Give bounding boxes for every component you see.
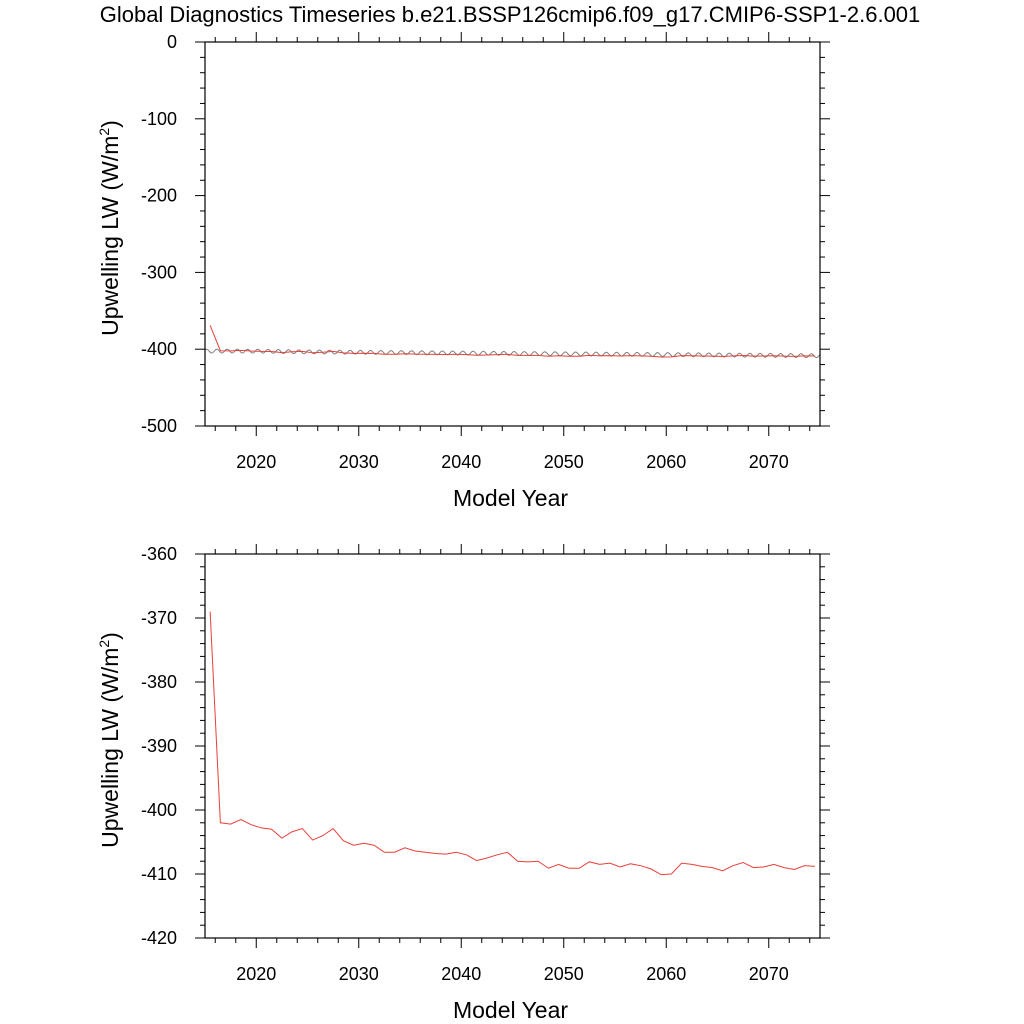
y-tick-label: -410: [141, 864, 177, 884]
y-tick-label: -360: [141, 544, 177, 564]
x-tick-label: 2060: [646, 452, 686, 472]
x-axis-title: Model Year: [453, 485, 568, 511]
x-tick-label: 2050: [544, 452, 584, 472]
x-tick-label: 2030: [339, 964, 379, 984]
plot-frame: [204, 553, 821, 939]
x-tick-label: 2070: [749, 452, 789, 472]
plot-frame: [204, 41, 821, 427]
x-tick-label: 2060: [646, 964, 686, 984]
monthly-series-line-panel-0: [205, 348, 820, 359]
x-tick-label: 2030: [339, 452, 379, 472]
figure-title: Global Diagnostics Timeseries b.e21.BSSP…: [100, 2, 921, 27]
x-tick-label: 2040: [441, 964, 481, 984]
annual-series-line-panel-1: [209, 611, 815, 876]
y-tick-label: 0: [167, 32, 177, 52]
x-tick-label: 2040: [441, 452, 481, 472]
y-tick-label: -390: [141, 736, 177, 756]
x-axis-title: Model Year: [453, 997, 568, 1023]
top-panel: 0 -100 -200 -300 -400 -500 2020 2030 2040 2050 206…: [96, 32, 830, 511]
y-axis-title: Upwelling LW (W/m2): [96, 120, 123, 336]
bottom-panel: -360 -370 -380 -390 -400 -410 -420 2020 2030 2040…: [96, 544, 830, 1023]
y-tick-label: -300: [141, 262, 177, 282]
y-tick-label: -200: [141, 186, 177, 206]
annual-series-line-panel-0: [209, 325, 815, 358]
x-tick-label: 2020: [236, 964, 276, 984]
y-tick-label: -370: [141, 608, 177, 628]
x-tick-label: 2050: [544, 964, 584, 984]
x-tick-label: 2020: [236, 452, 276, 472]
y-tick-label: -400: [141, 339, 177, 359]
y-axis-title: Upwelling LW (W/m2): [96, 632, 123, 848]
y-tick-label: -400: [141, 800, 177, 820]
y-tick-label: -500: [141, 416, 177, 436]
y-tick-label: -380: [141, 672, 177, 692]
y-tick-label: -100: [141, 109, 177, 129]
x-tick-label: 2070: [749, 964, 789, 984]
y-tick-label: -420: [141, 928, 177, 948]
